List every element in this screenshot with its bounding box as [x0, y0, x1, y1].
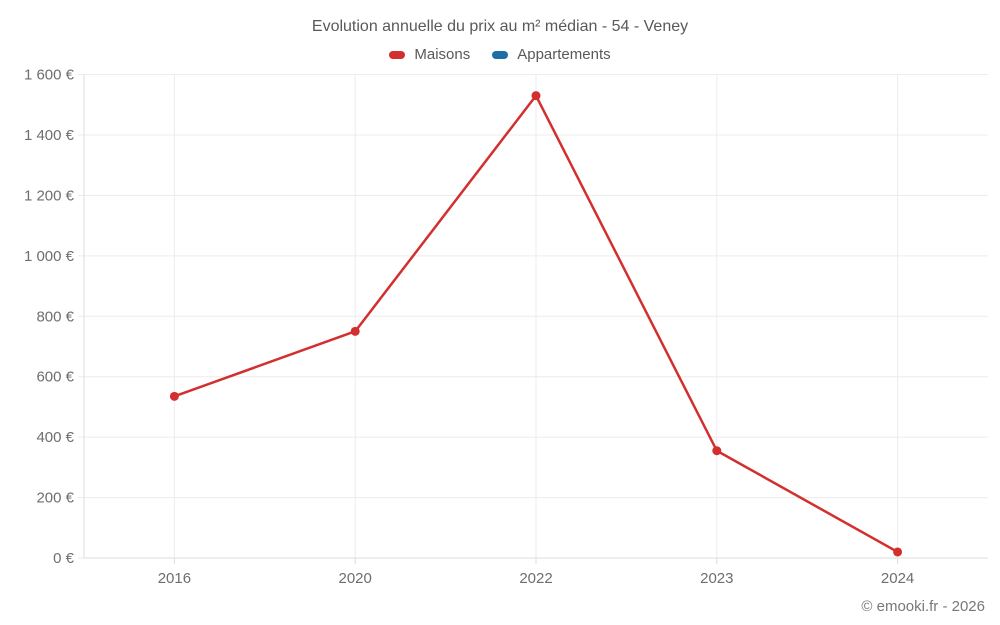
legend-label: Appartements — [517, 46, 611, 63]
x-tick-label: 2023 — [700, 570, 733, 587]
y-tick-label: 200 € — [36, 490, 74, 507]
y-tick-label: 1 600 € — [24, 67, 75, 84]
x-tick-label: 2016 — [158, 570, 191, 587]
x-tick-label: 2024 — [881, 570, 914, 587]
maisons-point-2023[interactable] — [712, 446, 722, 456]
maisons-point-2022[interactable] — [531, 91, 541, 101]
legend-item-maisons[interactable]: Maisons — [389, 46, 470, 63]
maisons-point-2020[interactable] — [350, 326, 360, 336]
maisons-point-2024[interactable] — [893, 547, 903, 557]
legend-item-appartements[interactable]: Appartements — [492, 46, 611, 63]
x-tick-label: 2022 — [519, 570, 552, 587]
y-tick-label: 600 € — [36, 369, 74, 386]
y-tick-label: 1 200 € — [24, 187, 75, 204]
maisons-point-2016[interactable] — [169, 391, 179, 401]
chart-legend: Maisons Appartements — [0, 46, 1000, 63]
chart-title: Evolution annuelle du prix au m² médian … — [311, 18, 689, 35]
legend-label: Maisons — [414, 46, 471, 63]
legend-swatch-maisons — [389, 50, 406, 59]
legend-swatch-appartements — [492, 50, 509, 59]
y-tick-label: 1 000 € — [24, 248, 75, 265]
y-tick-label: 1 400 € — [24, 127, 75, 144]
y-tick-label: 800 € — [36, 308, 74, 325]
chart-footer: © emooki.fr - 2026 — [861, 598, 985, 615]
x-tick-label: 2020 — [339, 570, 372, 587]
y-tick-label: 0 € — [53, 550, 75, 567]
y-tick-label: 400 € — [36, 429, 74, 446]
